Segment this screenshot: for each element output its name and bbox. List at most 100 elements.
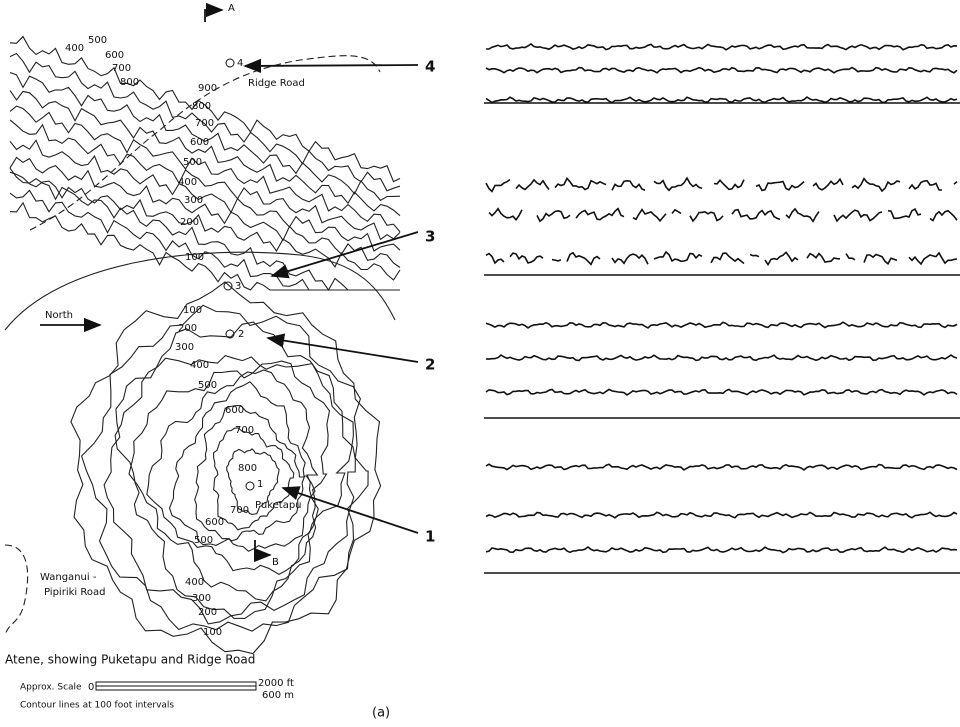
contour-labels: 400 500 600 700 800 900 800 700 600 500 …	[65, 35, 257, 638]
contour-label: 600	[205, 517, 224, 528]
section-arrow	[204, 2, 224, 22]
section-arrow	[253, 540, 272, 563]
panel-label: (a)	[372, 706, 390, 721]
contour-line	[103, 321, 356, 625]
station-label: 4	[237, 58, 243, 69]
contour-label: 600	[225, 405, 244, 416]
contour-line	[9, 201, 400, 291]
trace	[485, 546, 958, 554]
contour-line	[9, 139, 401, 252]
caption: Atene, showing Puketapu and Ridge Road	[5, 653, 255, 667]
contour-line	[168, 381, 316, 552]
trace	[485, 176, 958, 193]
station-label: 2	[238, 329, 244, 340]
trace	[485, 511, 958, 519]
trace	[485, 96, 958, 104]
station-symbol	[225, 58, 235, 68]
contour-label: 200	[198, 607, 217, 618]
section-mark: B	[272, 557, 279, 568]
pointer-arrow	[281, 486, 419, 534]
contour-label: 300	[192, 593, 211, 604]
contour-label: 300	[175, 342, 194, 353]
trace	[488, 207, 958, 223]
station-symbol	[245, 481, 255, 491]
place-label: Ridge Road	[248, 78, 305, 89]
contour-label: 100	[185, 252, 204, 263]
contour-line	[80, 304, 369, 632]
contour-note: Contour lines at 100 foot intervals	[20, 701, 174, 711]
station-symbol	[225, 329, 235, 339]
contour-label: 100	[203, 627, 222, 638]
place-label: Puketapu	[255, 500, 302, 511]
trace	[485, 354, 958, 362]
contour-line	[4, 251, 396, 331]
contour-label: 800	[120, 77, 139, 88]
contour-line	[9, 35, 401, 183]
contour-label: 500	[198, 380, 217, 391]
contour-label: 500	[194, 535, 213, 546]
contour-label: 800	[238, 463, 257, 474]
road	[4, 544, 29, 636]
contour-label: 400	[65, 43, 84, 54]
trace	[485, 388, 958, 396]
contour-line	[9, 90, 401, 217]
place-label: Wanganui -	[40, 572, 97, 583]
contour-line	[9, 71, 401, 202]
contour-line	[9, 119, 401, 241]
contour-label: 700	[195, 118, 214, 129]
scale-zero: 0	[88, 682, 94, 693]
contour-label: 700	[235, 425, 254, 436]
contour-line	[9, 105, 401, 233]
contour-map	[4, 35, 401, 655]
trace	[486, 43, 958, 51]
seismograph-records	[484, 43, 960, 574]
section-mark: A	[228, 3, 235, 14]
contour-line	[9, 156, 401, 268]
trace	[485, 250, 958, 267]
trace	[485, 66, 958, 74]
place-label: Pipiriki Road	[44, 587, 105, 598]
contour-label: 800	[192, 101, 211, 112]
pointer-arrow	[270, 231, 419, 279]
contour-line	[9, 167, 400, 292]
place-label: North	[45, 310, 73, 321]
scale-feet: 2000 ft	[258, 678, 294, 689]
trace	[485, 463, 958, 471]
contour-label: 400	[178, 177, 197, 188]
contour-label: 600	[105, 50, 124, 61]
pointer-arrow	[266, 333, 419, 363]
record-label: 2	[425, 356, 435, 374]
contour-label: 900	[198, 83, 217, 94]
station-label: 1	[257, 479, 263, 490]
contour-line	[128, 360, 331, 602]
trace	[485, 321, 958, 329]
contour-label: 200	[178, 323, 197, 334]
record-label: 1	[425, 528, 435, 546]
contour-line	[70, 281, 382, 655]
contour-line	[114, 354, 354, 619]
contour-label: 300	[184, 195, 203, 206]
record-label: 3	[425, 228, 435, 246]
contour-label: 200	[180, 217, 199, 228]
contour-line	[146, 369, 319, 576]
contour-line	[194, 404, 306, 542]
contour-label: 400	[185, 577, 204, 588]
contour-line	[213, 427, 295, 531]
contour-label: 700	[230, 505, 249, 516]
road	[29, 55, 381, 231]
scale-meters: 600 m	[262, 690, 294, 701]
pointer-arrow	[243, 58, 419, 74]
scale-label: Approx. Scale	[20, 683, 82, 693]
station-label: 3	[235, 281, 241, 292]
contour-label: 100	[183, 305, 202, 316]
contour-label: 600	[190, 137, 209, 148]
contour-label: 400	[190, 360, 209, 371]
contour-line	[226, 448, 280, 515]
contour-line	[9, 52, 401, 192]
contour-label: 500	[183, 157, 202, 168]
contour-line	[9, 171, 401, 281]
station-symbol	[223, 281, 233, 291]
record-label: 4	[425, 58, 435, 76]
contour-label: 500	[88, 35, 107, 46]
